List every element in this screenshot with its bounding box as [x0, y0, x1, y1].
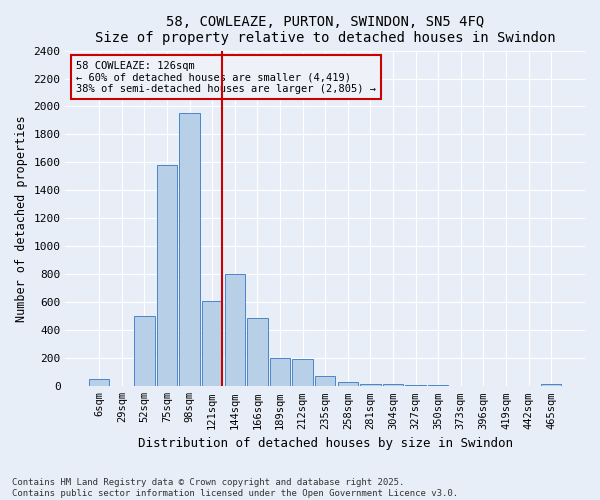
Title: 58, COWLEAZE, PURTON, SWINDON, SN5 4FQ
Size of property relative to detached hou: 58, COWLEAZE, PURTON, SWINDON, SN5 4FQ S…	[95, 15, 556, 45]
Bar	[338, 382, 358, 386]
Bar	[360, 384, 380, 386]
Bar	[428, 385, 448, 386]
Bar	[383, 384, 403, 386]
Bar	[247, 318, 268, 386]
Bar	[315, 376, 335, 386]
Bar	[270, 358, 290, 386]
Text: 58 COWLEAZE: 126sqm
← 60% of detached houses are smaller (4,419)
38% of semi-det: 58 COWLEAZE: 126sqm ← 60% of detached ho…	[76, 60, 376, 94]
Text: Contains HM Land Registry data © Crown copyright and database right 2025.
Contai: Contains HM Land Registry data © Crown c…	[12, 478, 458, 498]
Bar	[406, 385, 426, 386]
Bar	[541, 384, 562, 386]
Bar	[134, 316, 155, 386]
Bar	[224, 274, 245, 386]
Bar	[157, 166, 177, 386]
Bar	[292, 359, 313, 386]
Bar	[202, 301, 223, 386]
Y-axis label: Number of detached properties: Number of detached properties	[15, 115, 28, 322]
Bar	[89, 378, 109, 386]
X-axis label: Distribution of detached houses by size in Swindon: Distribution of detached houses by size …	[138, 437, 513, 450]
Bar	[179, 114, 200, 386]
